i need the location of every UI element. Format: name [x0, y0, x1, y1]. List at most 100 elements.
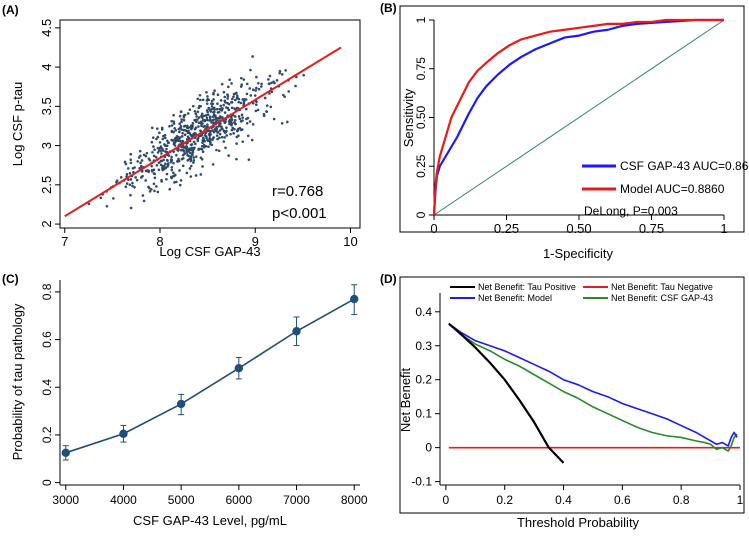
panel-a-scatter-point [194, 142, 197, 146]
panel-a-scatter-point [153, 172, 157, 176]
panel-a-scatter-point [165, 147, 168, 151]
panel-d-ylabel: Net Benefit [398, 367, 413, 432]
panel-a-scatter-point [133, 166, 136, 169]
panel-a-scatter-point [180, 118, 183, 121]
panel-a-scatter-point [205, 116, 209, 120]
panel-a-scatter-point [150, 169, 154, 173]
panel-a-scatter-point [131, 181, 134, 185]
panel-a-scatter-point [223, 121, 227, 125]
panel-d-csf-gap43-line [448, 323, 738, 452]
panel-a-scatter-point [87, 202, 91, 206]
panel-a-scatter-point [175, 153, 178, 157]
panel-a-scatter-point [128, 171, 132, 175]
panel-a-scatter-point [192, 159, 196, 162]
panel-a-scatter-point [183, 133, 187, 137]
panel-a-scatter-point [150, 188, 153, 191]
panel-a-scatter-point [158, 141, 162, 144]
panel-a-scatter-point [229, 132, 232, 136]
panel-a-scatter-point [254, 89, 257, 92]
panel-b-ytick-label: 0 [414, 211, 428, 218]
panel-a-scatter-point [257, 87, 261, 91]
panel-a-scatter-point [246, 116, 250, 120]
panel-a-scatter-point [212, 136, 216, 139]
panel-d-xtick-label: 0.6 [614, 493, 631, 507]
panel-a-scatter-point [211, 107, 214, 111]
panel-a-ytick-label: 4.5 [39, 19, 54, 37]
panel-a-scatter-point [265, 104, 269, 107]
panel-a-scatter-point [160, 152, 163, 155]
panel-a-scatter-point [141, 174, 144, 178]
legend-entry-gap43: CSF GAP-43 AUC=0.8606 [620, 159, 749, 173]
panel-a-scatter-point [185, 171, 189, 175]
panel-a-ytick-label: 2.5 [39, 176, 54, 194]
panel-a-scatter-point [168, 124, 171, 128]
panel-a-scatter-point [245, 92, 249, 96]
panel-a-scatter-point [260, 82, 263, 86]
panel-a-scatter-point [241, 140, 245, 143]
panel-a-scatter-point [197, 147, 200, 151]
panel-c-line [65, 298, 355, 454]
panel-a-scatter-point [178, 169, 181, 172]
panel-a-scatter-point [202, 143, 206, 147]
panel-a-scatter-point [233, 115, 237, 118]
panel-a-scatter-point [241, 116, 244, 119]
panel-a-scatter-point [216, 137, 219, 141]
panel-a-scatter-point [203, 134, 207, 137]
panel-a-scatter-point [150, 126, 154, 130]
panel-a-scatter-point [218, 123, 221, 127]
panel-a-scatter-point [142, 199, 146, 203]
panel-a-scatter-point [239, 85, 243, 88]
panel-a-scatter-point [161, 137, 165, 141]
panel-a-scatter-point [209, 110, 213, 113]
panel-a-scatter-point [267, 78, 270, 81]
panel-a-scatter-point [177, 159, 180, 163]
panel-a-scatter-point [138, 149, 142, 153]
panel-a-scatter-point [139, 164, 143, 168]
panel-a-scatter-point [156, 190, 160, 194]
panel-a-scatter-point [211, 129, 214, 132]
panel-a-scatter-point [232, 95, 235, 99]
panel-a-scatter-point [123, 160, 127, 164]
panel-a-scatter-point [242, 78, 246, 81]
panel-a-scatter-point [155, 185, 158, 188]
panel-a-scatter-point [179, 110, 183, 113]
panel-a-scatter-point [160, 178, 163, 182]
panel-c-point [350, 294, 359, 304]
panel-a-plot-frame [59, 19, 361, 229]
panel-a-scatter-point [249, 94, 253, 97]
panel-a-scatter-point [196, 110, 200, 114]
panel-a-scatter-point [224, 146, 227, 150]
panel-a-scatter-point [199, 173, 203, 176]
panel-a-scatter-point [218, 115, 222, 119]
legend-entry-model: Model AUC=0.8860 [620, 182, 725, 196]
panel-a-scatter-point [152, 145, 155, 148]
panel-a-scatter-point [286, 120, 289, 124]
panel-a-scatter-point [233, 121, 236, 124]
panel-a-scatter-point [163, 136, 167, 140]
panel-a-scatter-point [140, 159, 144, 162]
panel-a-ytick-label: 3.5 [39, 97, 54, 115]
panel-c-point [234, 363, 244, 373]
panel-a-xlabel: Log CSF GAP-43 [159, 244, 260, 259]
panel-a-scatter-point [192, 161, 195, 164]
panel-a-scatter-point [272, 117, 276, 121]
panel-a-scatter-point [189, 155, 193, 158]
panel-b-roc-curves [432, 18, 725, 216]
panel-a-scatter-point [198, 98, 202, 102]
panel-a-scatter-point [267, 82, 271, 86]
panel-a-scatter-point [136, 160, 139, 163]
panel-a-scatter-point [201, 118, 205, 122]
panel-a-scatter-point [234, 108, 237, 111]
panel-a-scatter-point [209, 115, 212, 119]
panel-c-xtick-label: 4000 [110, 493, 137, 507]
panel-a-scatter-point [177, 139, 180, 143]
panel-a-scatter-point [189, 134, 193, 137]
panel-d-net-benefit-curves [448, 322, 740, 464]
panel-a-scatter-point [164, 144, 167, 148]
panel-a-scatter-point [219, 99, 223, 102]
panel-a: (A) 7 8 9 10 2 2.5 3 3.5 4 4.5 r=0.768 p<0.001 L… [2, 3, 361, 259]
panel-a-scatter-point [187, 131, 191, 134]
panel-a-scatter-point [221, 107, 224, 110]
panel-a-scatter-point [167, 154, 171, 157]
